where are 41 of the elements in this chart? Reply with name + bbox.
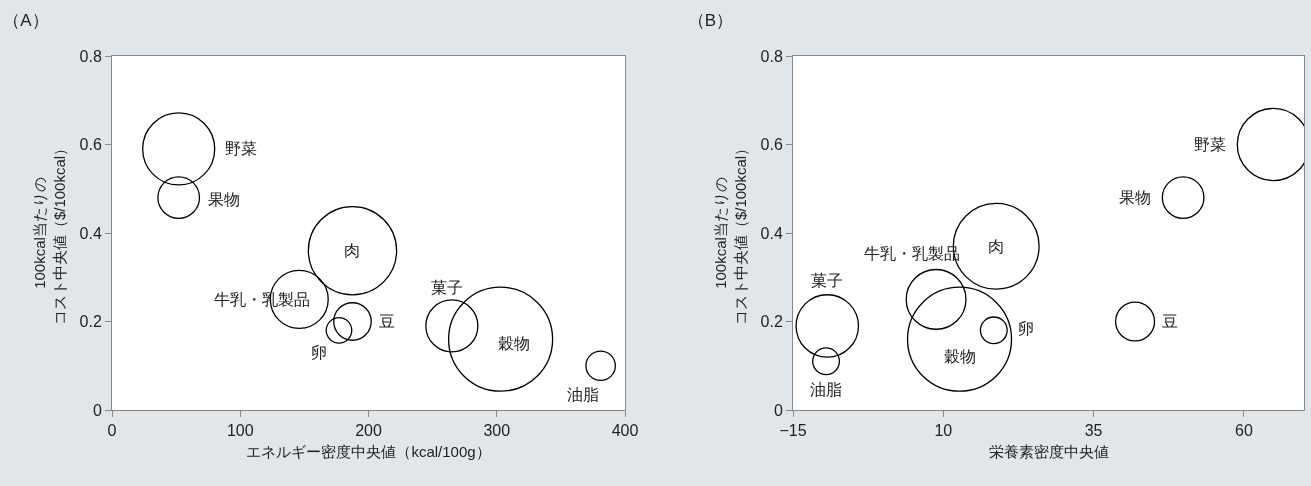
x-axis-title: 栄養素密度中央値: [988, 443, 1109, 461]
y-tick-label: 0.8: [760, 47, 783, 65]
annotation: 豆: [1162, 313, 1178, 330]
y-tick-label: 0.4: [79, 224, 102, 242]
x-axis-title: エネルギー密度中央値（kcal/100g）: [246, 443, 491, 461]
y-tick-label: 0.6: [760, 136, 783, 154]
y-tick-label: 0.2: [760, 313, 783, 331]
x-tick-label: 300: [483, 422, 511, 440]
annotation: 卵: [1018, 320, 1034, 337]
annotation: 野菜: [1194, 136, 1226, 153]
x-tick-label: 400: [611, 422, 639, 440]
x-tick-label: 10: [934, 422, 953, 440]
x-tick-label: 200: [355, 422, 382, 440]
annotation: 果物: [1119, 189, 1151, 206]
chart-title: （A）: [3, 11, 49, 31]
annotation: 豆: [379, 313, 395, 330]
annotation: 野菜: [225, 140, 257, 157]
annotation: 肉: [988, 238, 1004, 255]
y-tick-label: 0.2: [79, 313, 102, 331]
x-tick-label: 35: [1084, 422, 1103, 440]
x-tick-label: −15: [779, 422, 807, 440]
annotation: 穀物: [498, 335, 530, 352]
chart-title: （B）: [687, 11, 734, 31]
annotation: 卵: [311, 344, 327, 361]
y-tick-label: 0.8: [79, 47, 102, 65]
y-tick-label: 0.6: [79, 136, 102, 154]
annotation: 油脂: [810, 381, 842, 398]
y-tick-label: 0: [92, 401, 102, 419]
annotation: 果物: [208, 191, 240, 208]
annotation: 菓子: [431, 279, 463, 296]
x-tick-label: 60: [1234, 422, 1253, 440]
y-axis-title: 100kcal当たりのコスト中央値（$/100kcal）: [31, 140, 68, 326]
x-tick-label: 100: [226, 422, 254, 440]
annotation: 穀物: [944, 348, 976, 365]
y-axis-title: 100kcal当たりのコスト中央値（$/100kcal）: [712, 140, 749, 326]
y-tick-label: 0: [773, 401, 783, 419]
x-tick-label: 0: [107, 422, 117, 440]
annotation: 肉: [344, 242, 360, 259]
annotation: 菓子: [811, 272, 843, 289]
annotation: 油脂: [567, 386, 599, 403]
y-tick-label: 0.4: [760, 224, 783, 242]
